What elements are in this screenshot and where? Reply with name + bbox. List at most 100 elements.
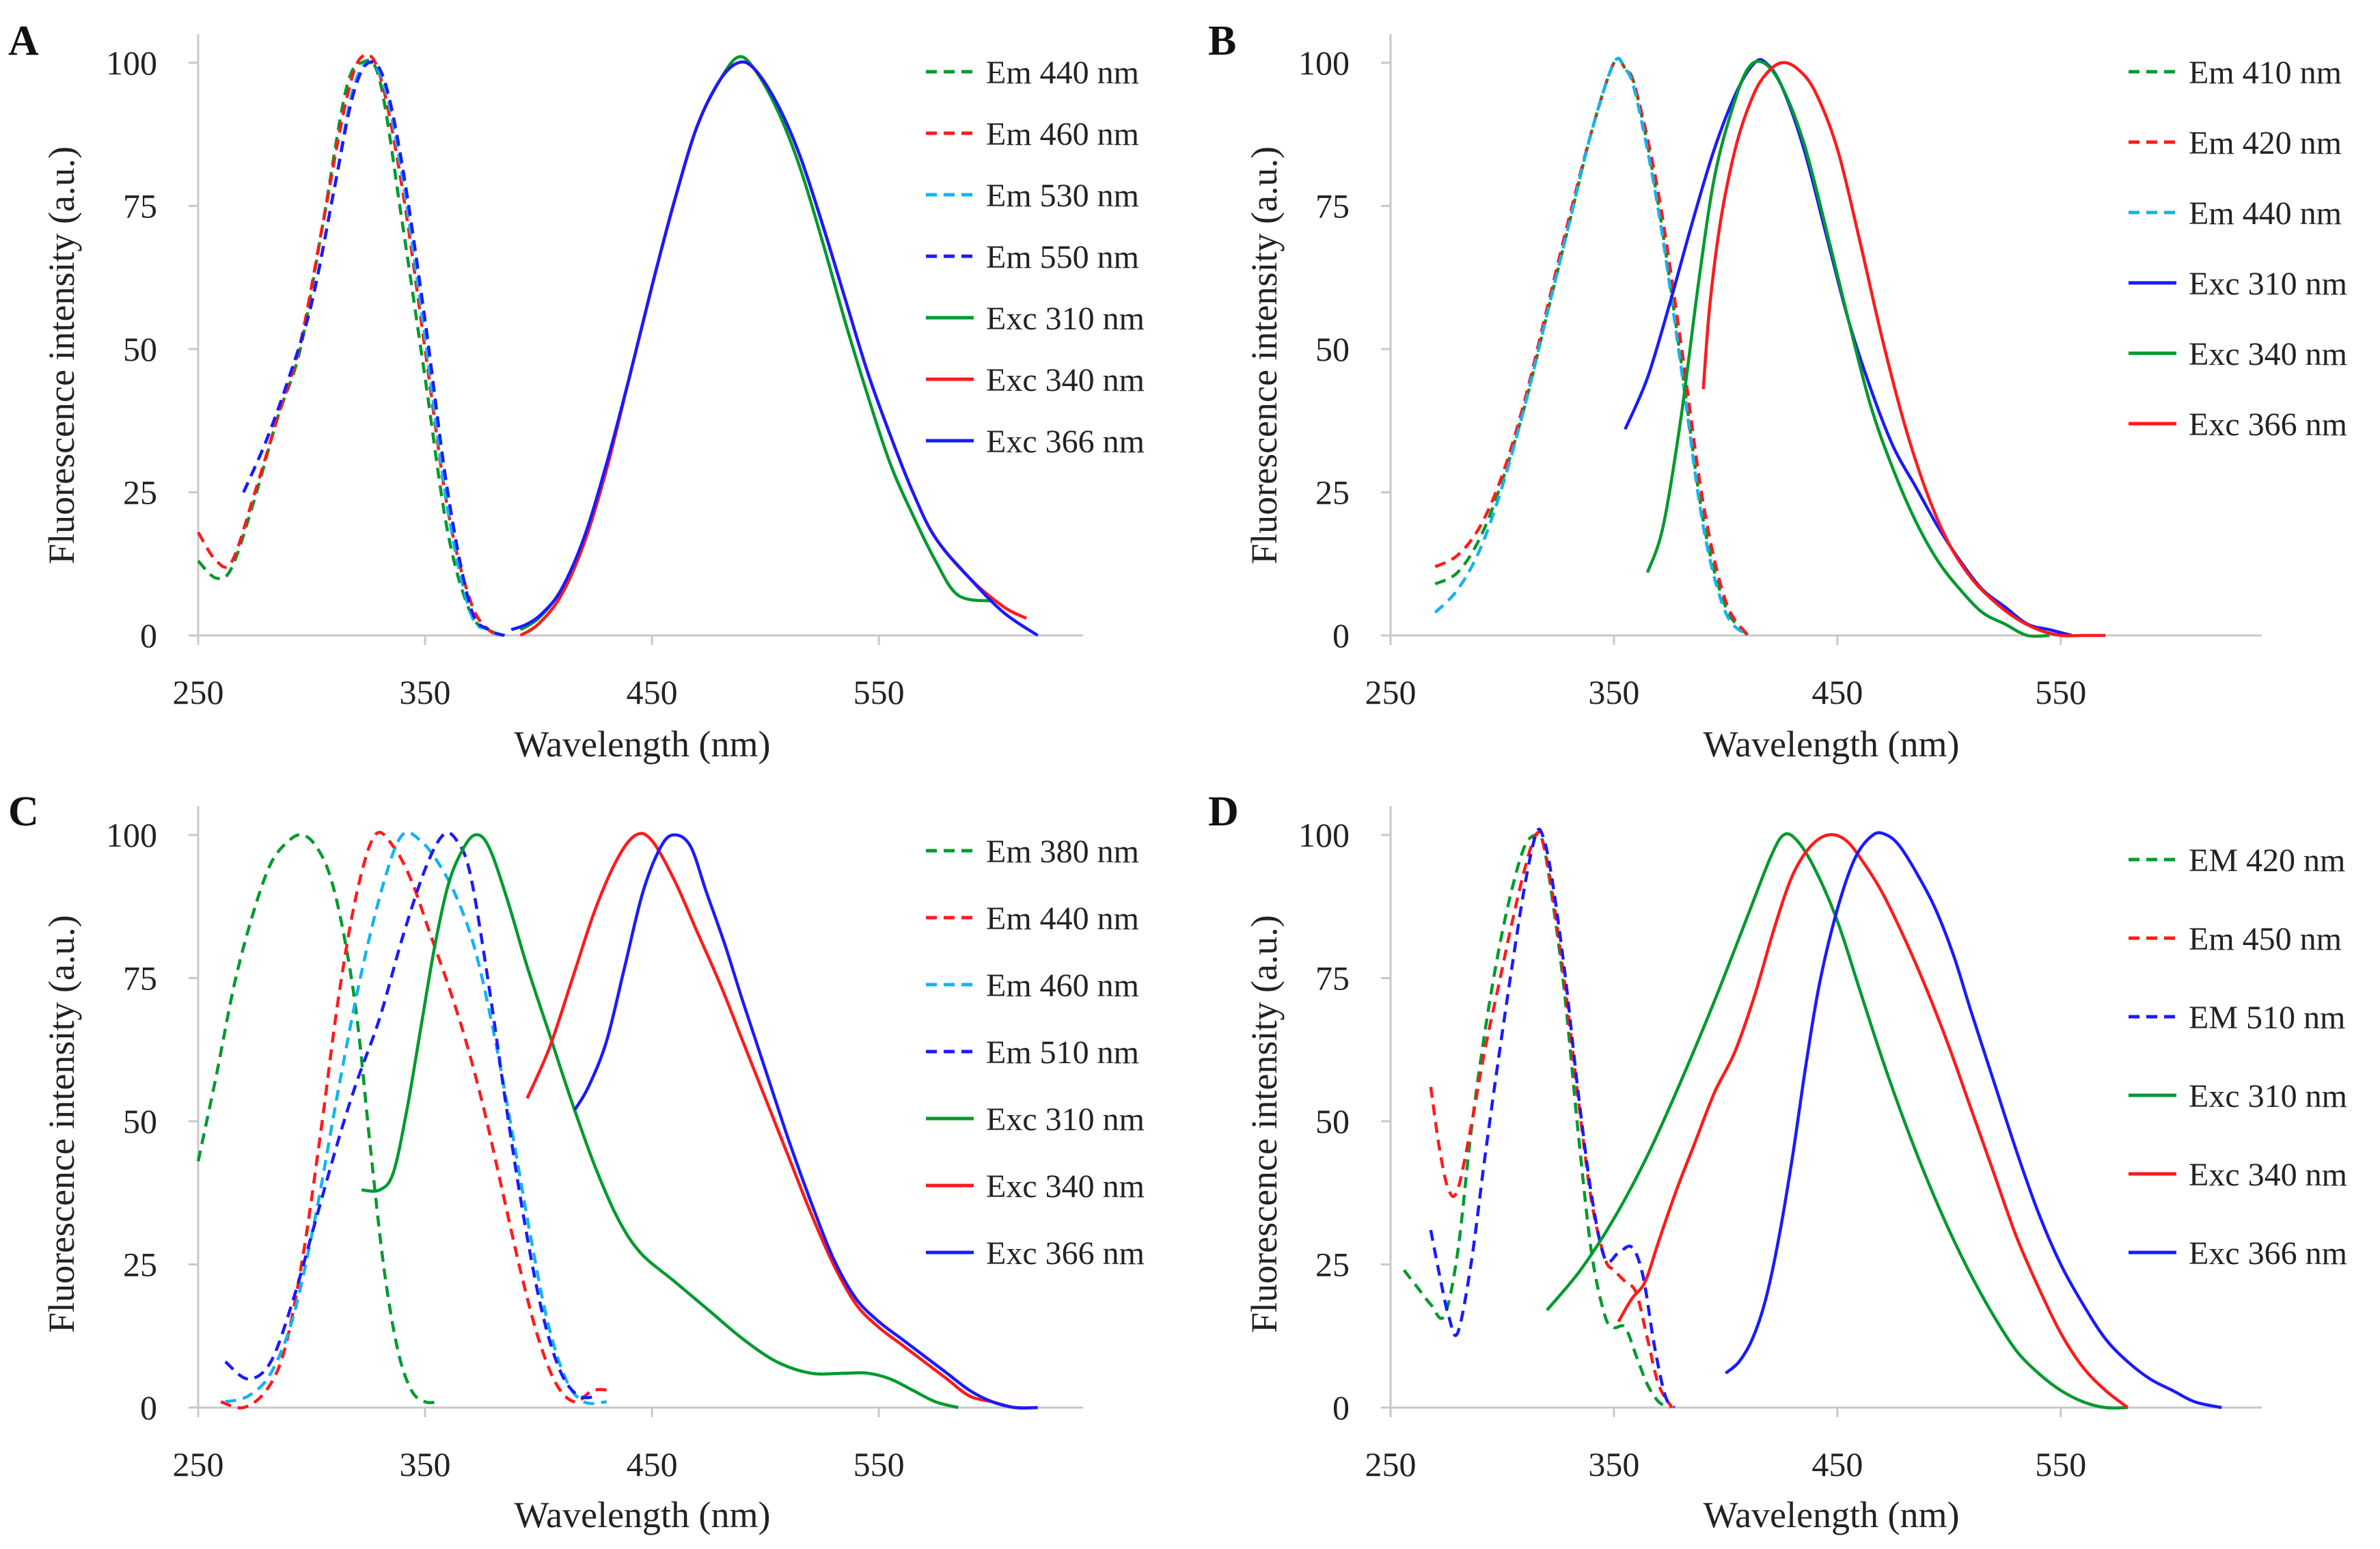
panel-a-x-tick-label: 250 bbox=[173, 673, 224, 711]
panel-d-y-tick-label: 50 bbox=[1315, 1102, 1350, 1140]
panel-c-x-tick-label: 250 bbox=[173, 1445, 224, 1483]
panel-c-y-tick-label: 75 bbox=[123, 959, 157, 997]
panel-b-series-em-440-nm bbox=[1434, 57, 1749, 637]
panel-d-series-em-510-nm bbox=[1429, 827, 1675, 1409]
panel-a-legend-label: Exc 310 nm bbox=[986, 301, 1145, 337]
panel-b-legend-label: Em 420 nm bbox=[2189, 125, 2342, 161]
panel-d: D 0 25 50 75 100 250 350 450 550 Wavelength (nm)… bbox=[1208, 789, 2347, 1535]
panel-c-legend: Em 380 nm Em 440 nm Em 460 nm Em 510 nm Exc … bbox=[926, 834, 1145, 1272]
panel-d-series-exc-340-nm bbox=[1617, 833, 2129, 1409]
panel-c-label: C bbox=[8, 789, 39, 835]
panel-d-series-em-450-nm bbox=[1429, 830, 1673, 1409]
panel-a-legend: Em 440 nm Em 460 nm Em 530 nm Em 550 nm Exc … bbox=[926, 55, 1145, 460]
panel-c-y-tick-label: 50 bbox=[123, 1102, 157, 1140]
panel-a-legend-label: Em 440 nm bbox=[986, 55, 1139, 91]
panel-c-legend-label: Em 510 nm bbox=[986, 1034, 1139, 1071]
panel-b-x-axis-title: Wavelength (nm) bbox=[1703, 724, 1959, 765]
panel-b-x-tick-label: 250 bbox=[1365, 673, 1417, 711]
panel-d-x-axis-title: Wavelength (nm) bbox=[1703, 1494, 1959, 1535]
panel-c-series-exc-366-nm bbox=[573, 833, 1038, 1410]
panel-b-series-exc-366-nm bbox=[1701, 61, 2106, 638]
panel-b-y-tick-label: 25 bbox=[1315, 473, 1350, 511]
panel-b-y-tick-label: 100 bbox=[1298, 44, 1350, 82]
panel-a-y-axis-title: Fluorescence intensity (a.u.) bbox=[41, 146, 82, 564]
panel-d-y-tick-label: 75 bbox=[1315, 959, 1350, 997]
panel-a-y-tick-label: 100 bbox=[106, 44, 157, 82]
panel-c-plot-area: 0 25 50 75 100 250 350 450 550 bbox=[106, 806, 1083, 1483]
panel-b-legend-label: Em 410 nm bbox=[2189, 55, 2342, 91]
panel-a-x-axis-title: Wavelength (nm) bbox=[514, 724, 770, 765]
panel-c-legend-label: Em 460 nm bbox=[986, 968, 1139, 1004]
panel-c-legend-label: Em 380 nm bbox=[986, 834, 1139, 870]
panel-c-y-axis-title: Fluorescence intensity (a.u.) bbox=[41, 915, 82, 1333]
panel-a-plot-area: 0 25 50 75 100 250 350 450 550 bbox=[106, 34, 1083, 711]
panel-a-x-tick-label: 350 bbox=[400, 673, 451, 711]
panel-a-y-tick-label: 0 bbox=[140, 616, 157, 655]
panel-b-legend-label: Exc 310 nm bbox=[2189, 266, 2347, 302]
panel-a-x-tick-label: 550 bbox=[853, 673, 905, 711]
panel-b-legend-label: Em 440 nm bbox=[2189, 195, 2342, 232]
panel-c-y-tick-label: 0 bbox=[140, 1388, 157, 1427]
panel-c-x-tick-label: 550 bbox=[853, 1445, 905, 1483]
panel-c-series-exc-340-nm bbox=[525, 832, 1038, 1410]
panel-a-series-em-550-nm bbox=[242, 60, 506, 638]
panel-c-series-em-380-nm bbox=[196, 833, 439, 1405]
panel-b-legend-label: Exc 340 nm bbox=[2189, 336, 2347, 372]
panel-c-legend-label: Exc 366 nm bbox=[986, 1235, 1145, 1272]
panel-d-x-tick-label: 350 bbox=[1588, 1445, 1639, 1483]
panel-b-x-tick-label: 350 bbox=[1588, 673, 1639, 711]
panel-a-y-tick-label: 50 bbox=[123, 330, 157, 368]
panel-a-legend-label: Em 460 nm bbox=[986, 116, 1139, 152]
panel-b-y-tick-label: 50 bbox=[1315, 330, 1350, 368]
panel-d-legend-label: Exc 366 nm bbox=[2189, 1235, 2347, 1272]
panel-b-label: B bbox=[1208, 18, 1236, 64]
panel-a: A 0 25 50 75 100 250 350 450 550 Wavelength (nm)… bbox=[8, 18, 1145, 765]
panel-c: C 0 25 50 75 100 250 350 450 550 Wavelength (nm)… bbox=[8, 789, 1145, 1535]
panel-d-y-tick-label: 25 bbox=[1315, 1245, 1350, 1283]
panel-c-series-em-460-nm bbox=[225, 830, 607, 1406]
panel-d-legend: EM 420 nm Em 450 nm EM 510 nm Exc 310 nm Exc… bbox=[2129, 842, 2347, 1272]
panel-d-legend-label: Exc 340 nm bbox=[2189, 1157, 2347, 1193]
panel-a-x-tick-label: 450 bbox=[627, 673, 678, 711]
panel-d-y-tick-label: 0 bbox=[1332, 1388, 1350, 1427]
panel-c-y-tick-label: 100 bbox=[106, 816, 157, 854]
panel-c-series-em-510-nm bbox=[224, 831, 598, 1399]
panel-d-y-axis-title: Fluorescence intensity (a.u.) bbox=[1244, 915, 1285, 1333]
panel-b-x-tick-label: 450 bbox=[1811, 673, 1863, 711]
panel-d-plot-area: 0 25 50 75 100 250 350 450 550 bbox=[1298, 806, 2262, 1483]
panel-b-series-exc-340-nm bbox=[1645, 59, 2050, 638]
panel-d-legend-label: Em 450 nm bbox=[2189, 921, 2342, 957]
panel-c-x-axis-title: Wavelength (nm) bbox=[514, 1494, 770, 1535]
panel-b-y-axis-title: Fluorescence intensity (a.u.) bbox=[1244, 146, 1285, 564]
panel-b-y-tick-label: 0 bbox=[1332, 616, 1350, 655]
panel-c-series-em-440-nm bbox=[220, 831, 612, 1410]
panel-a-label: A bbox=[8, 18, 39, 64]
panel-b-y-tick-label: 75 bbox=[1315, 187, 1350, 225]
panel-d-legend-label: EM 420 nm bbox=[2189, 842, 2345, 879]
panel-c-y-tick-label: 25 bbox=[123, 1245, 157, 1283]
panel-d-x-tick-label: 250 bbox=[1365, 1445, 1417, 1483]
panel-c-x-tick-label: 450 bbox=[627, 1445, 678, 1483]
panel-d-label: D bbox=[1208, 789, 1239, 835]
panel-a-legend-label: Em 530 nm bbox=[986, 178, 1139, 214]
panel-c-legend-label: Exc 310 nm bbox=[986, 1101, 1145, 1138]
panel-c-legend-label: Em 440 nm bbox=[986, 901, 1139, 937]
panel-a-legend-label: Exc 340 nm bbox=[986, 362, 1145, 398]
panel-b-legend: Em 410 nm Em 420 nm Em 440 nm Exc 310 nm Exc… bbox=[2129, 55, 2347, 443]
panel-a-series-exc-366-nm bbox=[510, 60, 1039, 637]
panel-d-series-exc-310-nm bbox=[1546, 832, 2128, 1410]
panel-c-series-exc-310-nm bbox=[361, 833, 959, 1410]
panel-a-y-tick-label: 75 bbox=[123, 187, 157, 225]
panel-d-legend-label: EM 510 nm bbox=[2189, 1000, 2345, 1036]
panel-a-legend-label: Em 550 nm bbox=[986, 239, 1139, 275]
panel-d-legend-label: Exc 310 nm bbox=[2189, 1078, 2347, 1114]
panel-b-x-tick-label: 550 bbox=[2035, 673, 2086, 711]
panel-c-legend-label: Exc 340 nm bbox=[986, 1168, 1145, 1205]
panel-b-plot-area: 0 25 50 75 100 250 350 450 550 bbox=[1298, 34, 2262, 711]
panel-d-x-tick-label: 550 bbox=[2035, 1445, 2086, 1483]
panel-b: B 0 25 50 75 100 250 350 450 550 Wavelength (nm)… bbox=[1208, 18, 2347, 765]
panel-b-legend-label: Exc 366 nm bbox=[2189, 407, 2347, 443]
panel-d-x-tick-label: 450 bbox=[1811, 1445, 1863, 1483]
